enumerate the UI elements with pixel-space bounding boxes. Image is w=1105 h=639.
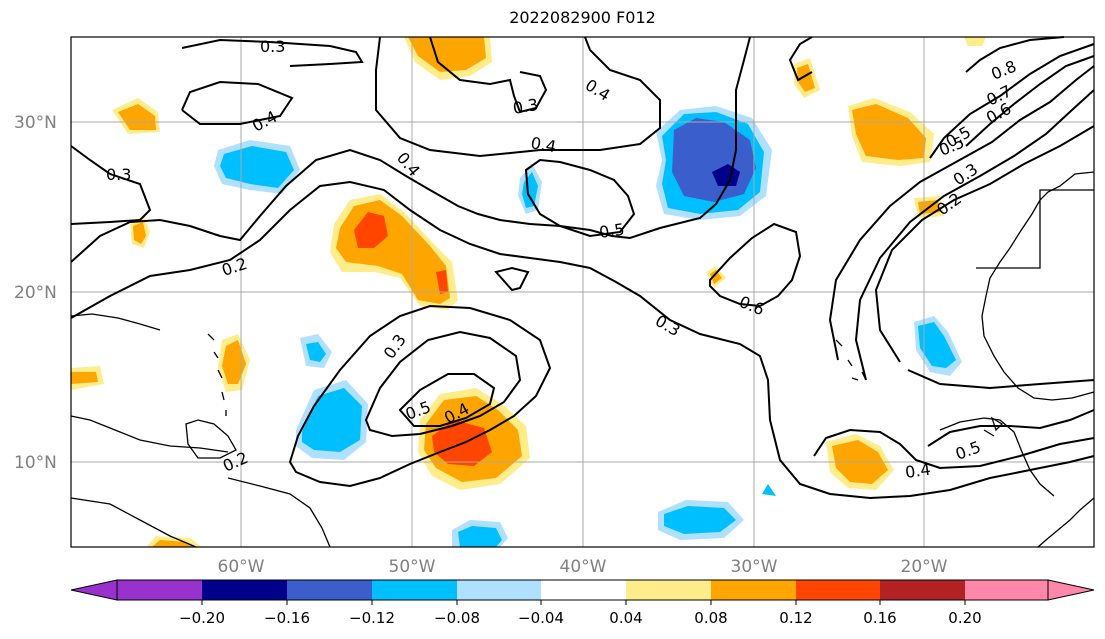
coastlines	[70, 171, 1095, 548]
lon-label-20w: 20°W	[901, 557, 948, 577]
colorbar-bin	[965, 580, 1048, 600]
shading-layer	[71, 37, 986, 547]
map-frame	[70, 36, 1095, 548]
colorbar-tick-label: 0.16	[863, 609, 896, 627]
contour-label: 0.3	[106, 165, 131, 184]
contour-label: 0.3	[260, 37, 285, 56]
colorbar-bin	[626, 580, 711, 600]
lat-label-30n: 30°N	[14, 113, 57, 133]
colorbar-tick-label: 0.12	[779, 609, 812, 627]
colorbar-bin	[372, 580, 457, 600]
colorbar-tick-label: −0.12	[349, 609, 395, 627]
colorbar-tick-label: −0.20	[179, 609, 225, 627]
colorbar-bin	[287, 580, 372, 600]
colorbar-tick-label: 0.04	[609, 609, 642, 627]
colorbar-tick-label: 0.20	[948, 609, 981, 627]
contour-lines	[70, 36, 1095, 500]
contour-label: 0.5	[598, 220, 626, 242]
contour-label: 0.4	[529, 133, 557, 156]
lon-label-30w: 30°W	[731, 557, 778, 577]
colorbar-bin	[711, 580, 796, 600]
colorbar-tick-label: −0.08	[434, 609, 480, 627]
colorbar-tick-label: 0.08	[694, 609, 727, 627]
colorbar-bin	[541, 580, 626, 600]
map-title: 2022082900 F012	[509, 8, 656, 27]
contour-label: 0.3	[511, 95, 539, 118]
colorbar: −0.20 −0.16 −0.12 −0.08 −0.04 0.04 0.08 …	[70, 579, 1095, 627]
colorbar-extend-low	[70, 579, 118, 601]
colorbar-bin	[880, 580, 965, 600]
lon-label-60w: 60°W	[218, 557, 265, 577]
colorbar-tick-label: −0.16	[264, 609, 310, 627]
colorbar-bin	[796, 580, 880, 600]
lat-label-10n: 10°N	[14, 453, 57, 473]
lon-label-40w: 40°W	[560, 557, 607, 577]
colorbar-bin	[202, 580, 287, 600]
lat-label-20n: 20°N	[14, 283, 57, 303]
colorbar-extend-high	[1047, 579, 1095, 601]
contour-label: 0.4	[904, 460, 932, 482]
colorbar-bin	[457, 580, 541, 600]
colorbar-tick-label: −0.04	[518, 609, 564, 627]
lon-label-50w: 50°W	[389, 557, 436, 577]
colorbar-bin	[117, 580, 202, 600]
colorbar-outline	[116, 579, 1049, 601]
